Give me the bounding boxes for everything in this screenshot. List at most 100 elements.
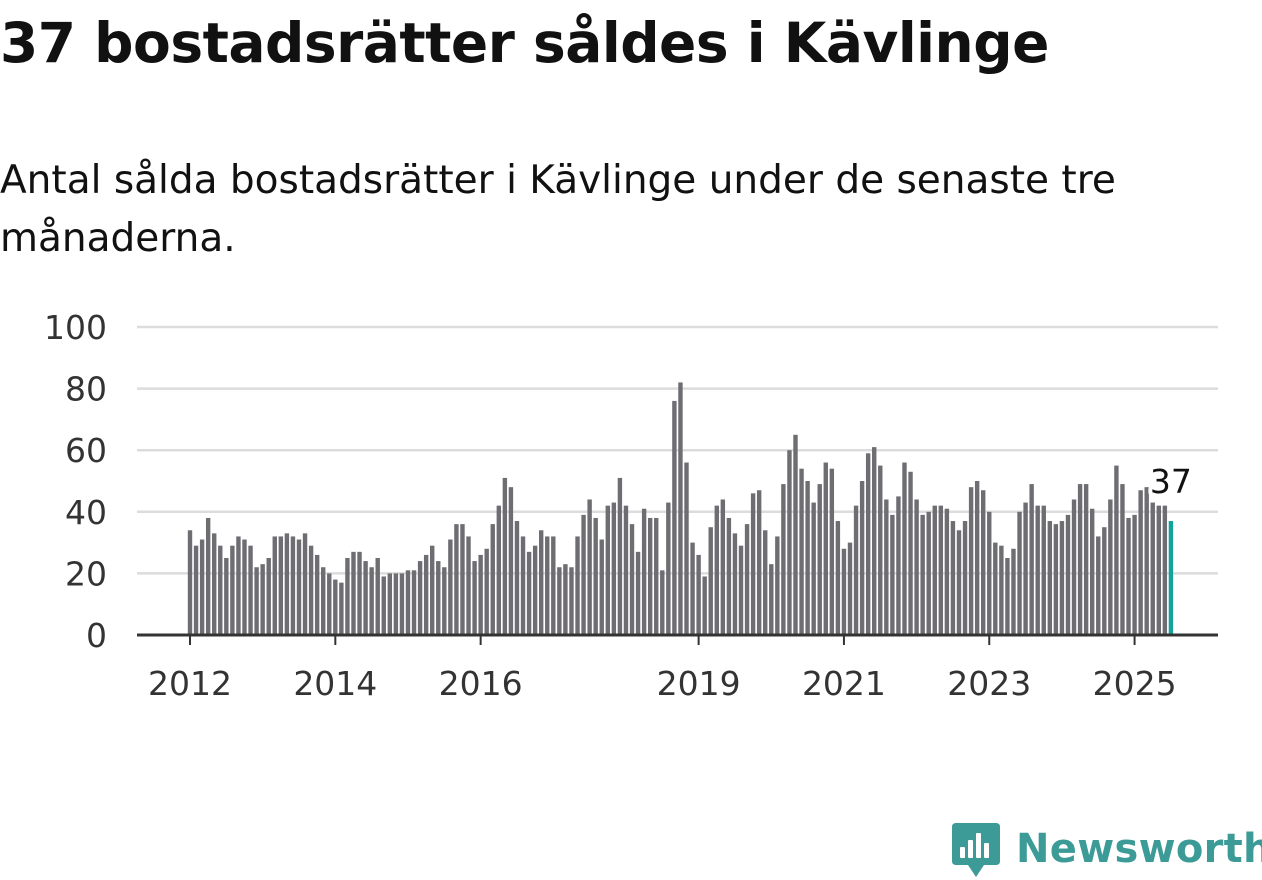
chart-title: 37 bostadsrätter såldes i Kävlinge xyxy=(0,11,1049,75)
bar xyxy=(654,517,659,635)
x-tick-label: 2012 xyxy=(148,664,232,703)
bar xyxy=(423,554,429,635)
bar xyxy=(502,477,508,635)
bar xyxy=(417,561,423,635)
y-tick-label: 40 xyxy=(65,493,107,532)
bar xyxy=(938,505,944,635)
bar xyxy=(436,561,441,635)
bar xyxy=(369,567,374,635)
bar xyxy=(260,564,265,635)
x-tick-label: 2023 xyxy=(947,664,1031,703)
bar xyxy=(551,536,556,635)
bar xyxy=(290,536,296,635)
bar xyxy=(545,536,550,635)
newsworthy-logo[interactable]: Newsworthy xyxy=(950,818,1262,880)
bar xyxy=(1126,517,1131,635)
bar xyxy=(218,545,223,635)
bar xyxy=(514,521,520,635)
bar xyxy=(345,558,350,635)
bar xyxy=(460,524,465,635)
bar xyxy=(611,502,617,635)
bar xyxy=(817,484,822,635)
bar xyxy=(605,505,610,635)
bar xyxy=(1156,505,1161,635)
bar xyxy=(908,471,913,635)
bar xyxy=(593,517,598,635)
bar xyxy=(230,545,235,635)
bar xyxy=(393,573,399,635)
bar xyxy=(1150,502,1155,635)
bar xyxy=(272,536,277,635)
bar xyxy=(950,521,956,635)
bar xyxy=(327,573,332,635)
bar xyxy=(678,382,683,635)
bar xyxy=(878,465,883,635)
bar xyxy=(835,521,841,635)
bar xyxy=(968,487,974,635)
bar xyxy=(1059,521,1065,635)
bar xyxy=(999,545,1004,635)
bar xyxy=(781,484,786,635)
bar xyxy=(617,477,623,635)
bar xyxy=(472,561,477,635)
highlight-data-label: 37 xyxy=(1150,462,1192,501)
bar xyxy=(1077,484,1083,635)
bar xyxy=(357,551,362,635)
bar xyxy=(254,567,259,635)
y-tick-label: 0 xyxy=(86,616,107,655)
bar xyxy=(920,514,925,635)
bar xyxy=(744,524,750,635)
bar xyxy=(696,554,701,635)
bar xyxy=(1162,505,1168,635)
bar xyxy=(1029,484,1034,635)
bar xyxy=(1041,505,1046,635)
bar xyxy=(859,481,865,635)
bar xyxy=(557,567,562,635)
bar xyxy=(296,539,302,635)
bar xyxy=(278,536,284,635)
bar xyxy=(647,517,653,635)
bar xyxy=(575,536,580,635)
bar xyxy=(375,558,380,635)
bar xyxy=(236,536,241,635)
bar xyxy=(750,493,756,635)
y-tick-label: 60 xyxy=(65,431,107,470)
bar xyxy=(187,530,193,635)
bar xyxy=(508,487,514,635)
bar xyxy=(581,514,586,635)
bar xyxy=(847,542,853,635)
bar xyxy=(442,567,447,635)
bar xyxy=(1096,536,1101,635)
x-tick-label: 2025 xyxy=(1093,664,1177,703)
bar xyxy=(666,502,671,635)
bar xyxy=(981,490,986,635)
bar xyxy=(387,573,393,635)
bar xyxy=(769,564,774,635)
bar xyxy=(205,517,211,635)
bar xyxy=(896,496,901,635)
bar xyxy=(799,468,804,635)
bar xyxy=(405,570,411,635)
bar xyxy=(484,548,489,635)
bar xyxy=(720,499,726,635)
bar xyxy=(302,533,308,635)
bar xyxy=(805,481,810,635)
bar xyxy=(466,536,471,635)
bar xyxy=(1144,487,1149,635)
bar xyxy=(793,434,798,635)
bar xyxy=(993,542,998,635)
bar xyxy=(763,530,768,635)
y-tick-label: 100 xyxy=(44,308,107,347)
bar xyxy=(363,561,368,635)
bar xyxy=(702,576,707,635)
newsworthy-wordmark: Newsworthy xyxy=(1016,826,1262,872)
bar xyxy=(587,499,592,635)
bar xyxy=(1120,484,1125,635)
bar xyxy=(1053,524,1059,635)
x-tick-label: 2016 xyxy=(439,664,523,703)
bar xyxy=(884,499,889,635)
bar xyxy=(478,554,483,635)
bar xyxy=(641,508,647,635)
bar xyxy=(1083,484,1089,635)
bar xyxy=(351,551,356,635)
